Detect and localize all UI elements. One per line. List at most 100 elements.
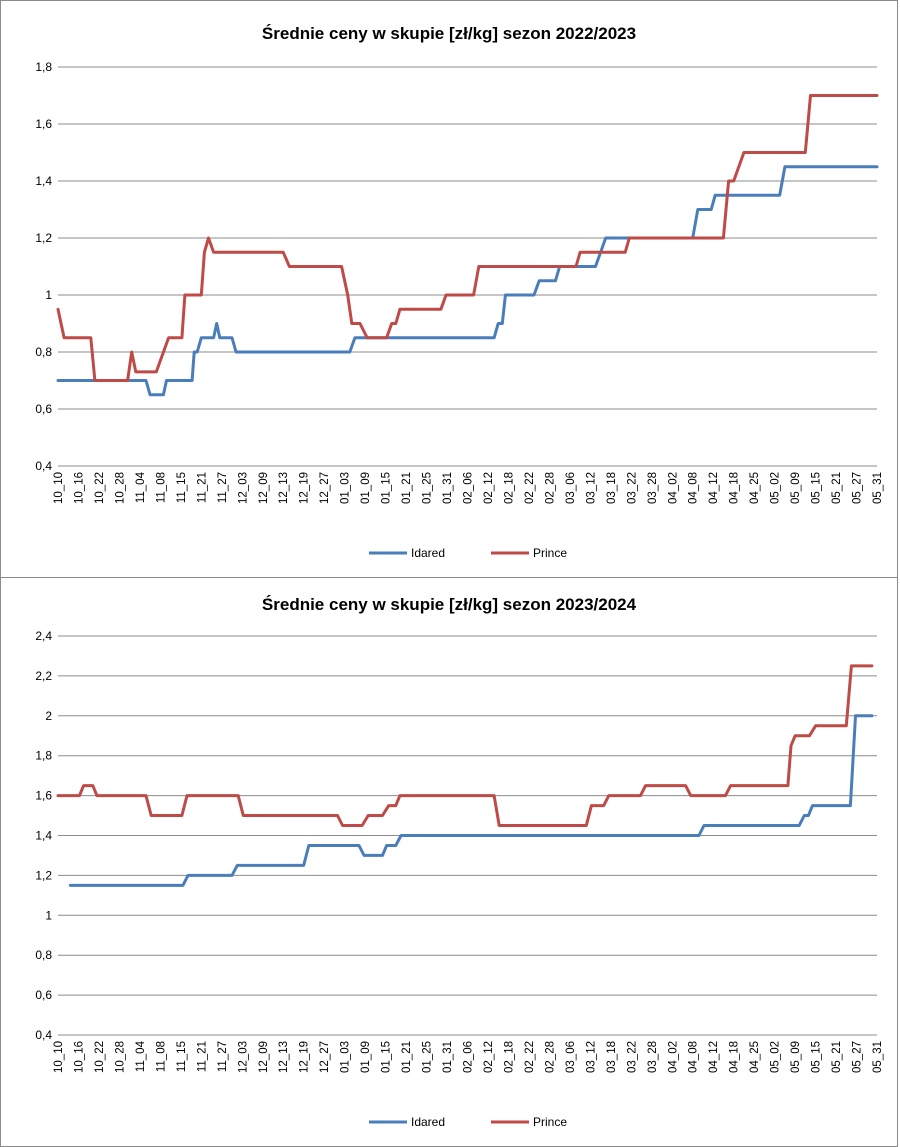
x-tick-label: 05_15 (811, 472, 823, 504)
x-tick-label: 11_15 (176, 472, 188, 503)
x-tick-label: 02_22 (524, 472, 536, 504)
x-tick-label: 04_18 (729, 472, 741, 504)
x-tick-label: 03_22 (626, 1041, 638, 1073)
x-tick-label: 10_22 (94, 1041, 106, 1073)
x-tick-label: 05_31 (872, 1041, 884, 1073)
x-tick-label: 12_19 (299, 1041, 311, 1073)
x-tick-label: 11_08 (155, 472, 167, 503)
legend-label-prince: Prince (533, 546, 567, 560)
legend-label-prince: Prince (533, 1115, 567, 1129)
x-tick-label: 10_28 (114, 472, 126, 504)
y-tick-label: 1,8 (35, 749, 52, 763)
y-tick-label: 0,8 (35, 948, 52, 962)
x-tick-label: 02_28 (544, 1041, 556, 1073)
x-tick-label: 11_04 (135, 471, 147, 503)
x-tick-label: 12_27 (319, 1041, 331, 1073)
x-tick-label: 12_09 (258, 472, 270, 504)
x-tick-label: 10_28 (114, 1041, 126, 1073)
x-tick-label: 11_21 (196, 472, 208, 503)
x-tick-label: 01_31 (442, 472, 454, 504)
chart-2023-2024: Średnie ceny w skupie [zł/kg] sezon 2023… (0, 577, 898, 1147)
y-tick-label: 1,6 (35, 117, 52, 131)
x-tick-label: 03_06 (565, 1041, 577, 1073)
chart-2022-2023: Średnie ceny w skupie [zł/kg] sezon 2022… (0, 0, 898, 578)
y-tick-label: 1,2 (35, 868, 52, 882)
x-tick-label: 12_13 (278, 472, 290, 504)
x-tick-label: 10_16 (73, 472, 85, 504)
x-tick-label: 04_25 (749, 472, 761, 504)
x-tick-label: 01_09 (360, 472, 372, 504)
x-tick-label: 03_22 (626, 472, 638, 504)
x-tick-label: 04_12 (708, 472, 720, 504)
x-tick-label: 01_15 (381, 1041, 393, 1073)
x-tick-label: 10_10 (53, 1041, 65, 1073)
x-tick-label: 11_27 (217, 472, 229, 503)
x-tick-label: 05_21 (831, 1041, 843, 1073)
x-tick-label: 03_28 (647, 472, 659, 504)
y-tick-label: 0,8 (35, 345, 52, 359)
x-tick-label: 04_18 (729, 1041, 741, 1073)
legend-label-idared: Idared (411, 1115, 445, 1129)
x-tick-label: 02_22 (524, 1041, 536, 1073)
x-tick-label: 03_06 (565, 472, 577, 504)
x-tick-label: 02_06 (463, 1041, 475, 1073)
x-tick-label: 12_03 (237, 472, 249, 504)
y-tick-label: 0,6 (35, 988, 52, 1002)
x-tick-label: 12_27 (319, 472, 331, 504)
x-tick-label: 03_18 (606, 472, 618, 504)
y-tick-label: 2,2 (35, 669, 52, 683)
x-tick-label: 12_09 (258, 1041, 270, 1073)
x-tick-label: 12_13 (278, 1041, 290, 1073)
y-tick-label: 2,4 (35, 629, 52, 643)
x-tick-label: 04_08 (688, 472, 700, 504)
y-tick-label: 2 (45, 709, 52, 723)
series-line-prince (56, 664, 874, 827)
x-tick-label: 03_28 (647, 1041, 659, 1073)
y-tick-label: 0,6 (35, 402, 52, 416)
x-tick-label: 05_27 (852, 1041, 864, 1073)
x-tick-label: 01_03 (340, 1041, 352, 1073)
x-tick-label: 12_03 (237, 1041, 249, 1073)
x-tick-label: 05_09 (790, 472, 802, 504)
x-tick-label: 12_19 (299, 472, 311, 504)
y-tick-label: 1,6 (35, 789, 52, 803)
x-tick-label: 11_21 (196, 1041, 208, 1072)
x-tick-label: 04_25 (749, 1041, 761, 1073)
x-tick-label: 04_02 (667, 472, 679, 504)
x-tick-label: 04_12 (708, 1041, 720, 1073)
x-tick-label: 01_03 (340, 472, 352, 504)
x-tick-label: 02_18 (503, 1041, 515, 1073)
y-tick-label: 1,4 (35, 829, 52, 843)
y-tick-label: 0,4 (35, 459, 52, 473)
chart-2022-2023-svg: Średnie ceny w skupie [zł/kg] sezon 2022… (35, 24, 884, 560)
y-tick-label: 1 (45, 908, 52, 922)
x-tick-label: 01_25 (422, 1041, 434, 1073)
x-tick-label: 10_16 (73, 1041, 85, 1073)
x-tick-label: 03_12 (585, 472, 597, 504)
x-tick-label: 04_02 (667, 1041, 679, 1073)
chart-title: Średnie ceny w skupie [zł/kg] sezon 2022… (262, 24, 636, 43)
x-tick-label: 03_12 (585, 1041, 597, 1073)
y-tick-label: 1 (45, 288, 52, 302)
x-tick-label: 01_21 (401, 1041, 413, 1073)
chart-2023-2024-svg: Średnie ceny w skupie [zł/kg] sezon 2023… (35, 595, 884, 1129)
x-tick-label: 05_02 (770, 1041, 782, 1073)
x-tick-label: 02_12 (483, 472, 495, 504)
x-tick-label: 05_27 (852, 472, 864, 504)
x-tick-label: 05_02 (770, 472, 782, 504)
x-tick-label: 11_04 (135, 1040, 147, 1072)
chart-title: Średnie ceny w skupie [zł/kg] sezon 2023… (262, 595, 637, 614)
x-tick-label: 02_06 (463, 472, 475, 504)
series-line-idared (68, 714, 874, 887)
x-tick-label: 02_18 (503, 472, 515, 504)
x-tick-label: 05_31 (872, 472, 884, 504)
x-tick-label: 01_09 (360, 1041, 372, 1073)
x-tick-label: 11_15 (176, 1041, 188, 1072)
x-tick-label: 04_08 (688, 1041, 700, 1073)
y-tick-label: 1,2 (35, 231, 52, 245)
x-tick-label: 10_10 (53, 472, 65, 504)
x-tick-label: 01_25 (422, 472, 434, 504)
x-tick-label: 02_12 (483, 1041, 495, 1073)
x-tick-label: 01_31 (442, 1041, 454, 1073)
y-tick-label: 0,4 (35, 1028, 52, 1042)
